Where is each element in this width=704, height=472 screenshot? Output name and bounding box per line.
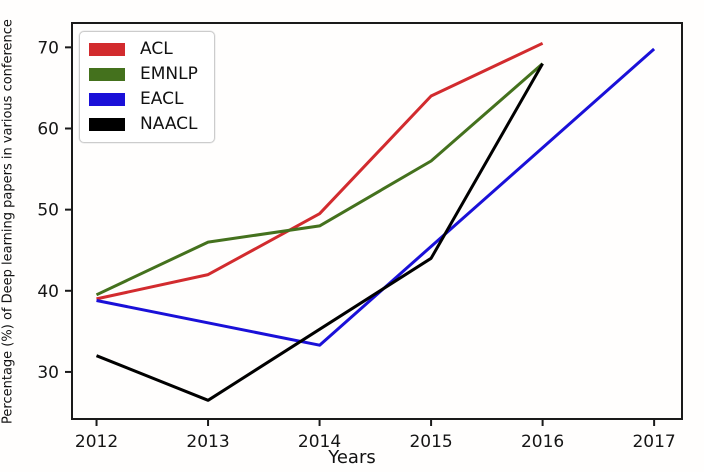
legend-swatch-eacl bbox=[89, 93, 125, 106]
x-tick-label-2014: 2014 bbox=[298, 432, 341, 452]
legend-item-eacl: EACL bbox=[89, 89, 198, 110]
x-tick-label-2016: 2016 bbox=[521, 432, 564, 452]
series-line-emnlp bbox=[95, 62, 544, 297]
x-axis-label: Years bbox=[328, 447, 376, 468]
series-line-naacl bbox=[95, 62, 544, 402]
legend-swatch-naacl bbox=[89, 118, 125, 131]
legend-swatch-acl bbox=[89, 43, 125, 56]
legend-item-acl: ACL bbox=[89, 39, 198, 60]
x-tick-label-2012: 2012 bbox=[75, 432, 118, 452]
legend-label-eacl: EACL bbox=[140, 89, 184, 109]
series-line-eacl bbox=[96, 47, 656, 347]
legend-label-emnlp: EMNLP bbox=[140, 64, 198, 84]
y-tick-label-30: 30 bbox=[37, 363, 59, 383]
legend-item-naacl: NAACL bbox=[89, 114, 198, 135]
legend-label-naacl: NAACL bbox=[140, 114, 198, 134]
legend: ACL EMNLP EACL NAACL bbox=[79, 31, 215, 143]
x-tick-label-2017: 2017 bbox=[632, 432, 675, 452]
y-tick-label-60: 60 bbox=[37, 119, 59, 139]
y-tick-label-40: 40 bbox=[37, 282, 59, 302]
y-tick-label-50: 50 bbox=[37, 201, 59, 221]
plot-border bbox=[71, 22, 683, 420]
y-tick-label-70: 70 bbox=[37, 38, 59, 58]
x-tick-label-2015: 2015 bbox=[409, 432, 452, 452]
x-tick-label-2013: 2013 bbox=[186, 432, 229, 452]
y-axis-label: Percentage (%) of Deep learning papers i… bbox=[0, 19, 16, 424]
legend-swatch-emnlp bbox=[89, 68, 125, 81]
legend-item-emnlp: EMNLP bbox=[89, 64, 198, 85]
legend-label-acl: ACL bbox=[140, 39, 173, 59]
series-line-acl bbox=[96, 41, 544, 301]
